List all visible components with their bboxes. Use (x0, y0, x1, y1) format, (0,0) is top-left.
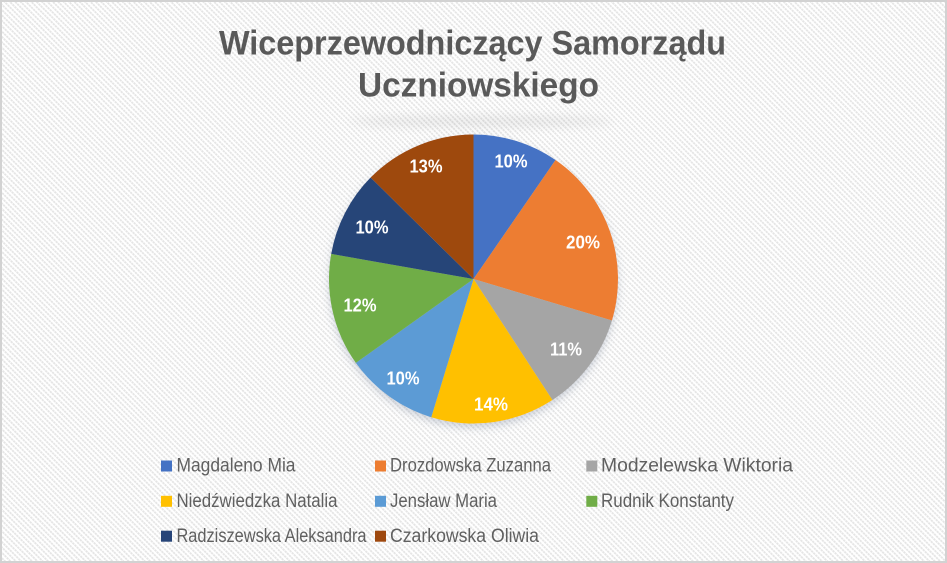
svg-text:13%: 13% (410, 156, 443, 177)
svg-text:20%: 20% (566, 232, 600, 253)
svg-text:10%: 10% (356, 217, 389, 238)
svg-text:Drozdowska Zuzanna: Drozdowska Zuzanna (390, 456, 551, 477)
svg-text:Modzelewska Wiktoria: Modzelewska Wiktoria (601, 456, 793, 477)
svg-text:Rudnik Konstanty: Rudnik Konstanty (601, 491, 734, 512)
svg-text:Niedźwiedzka Natalia: Niedźwiedzka Natalia (177, 491, 338, 512)
svg-text:Magdaleno Mia: Magdaleno Mia (177, 456, 296, 477)
svg-text:14%: 14% (474, 394, 508, 415)
svg-text:10%: 10% (387, 368, 420, 389)
svg-text:Jensław Maria: Jensław Maria (390, 491, 497, 512)
svg-text:Radziszewska Aleksandra: Radziszewska Aleksandra (177, 526, 367, 547)
svg-text:Czarkowska Oliwia: Czarkowska Oliwia (390, 526, 539, 547)
svg-text:11%: 11% (550, 339, 582, 360)
svg-text:Wiceprzewodniczący Samorządu: Wiceprzewodniczący Samorządu (219, 24, 726, 62)
svg-text:Uczniowskiego: Uczniowskiego (358, 66, 599, 104)
svg-text:10%: 10% (495, 151, 528, 172)
svg-text:12%: 12% (344, 295, 377, 316)
